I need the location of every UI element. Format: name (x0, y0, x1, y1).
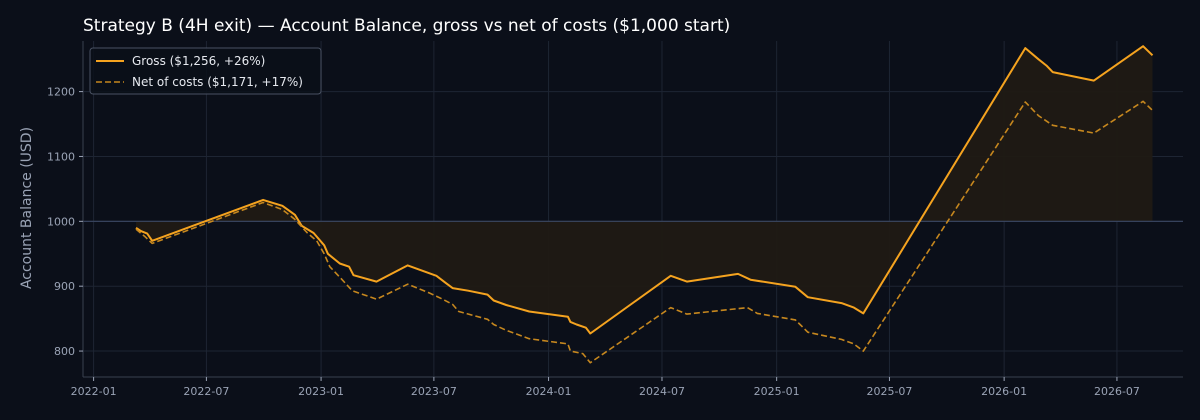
gross-fill-area (135, 46, 1153, 334)
y-tick-label: 1000 (47, 215, 75, 228)
x-tick-label: 2023-01 (298, 385, 344, 398)
x-tick-label: 2022-01 (71, 385, 117, 398)
x-tick-label: 2025-01 (754, 385, 800, 398)
plot-area: 2022-01 2022-07 2023-01 2023-07 2024-01 2024-… (47, 41, 1183, 398)
x-tick-label: 2024-01 (526, 385, 572, 398)
legend-label: Net of costs ($1,171, +17%) (132, 75, 303, 89)
net-series-line (135, 100, 1154, 364)
x-tick-label: 2026-07 (1094, 385, 1140, 398)
legend-box (89, 47, 322, 95)
y-axis-label: Account Balance (USD) (19, 127, 35, 289)
x-tick-label: 2022-07 (183, 385, 229, 398)
x-tick-label: 2024-07 (639, 385, 685, 398)
x-tick-label: 2023-07 (411, 385, 457, 398)
legend: Gross ($1,256, +26%) Net of costs ($1,171… (89, 47, 322, 95)
x-tick-label: 2026-01 (981, 385, 1027, 398)
y-tick-label: 1200 (47, 86, 75, 99)
y-tick-label: 800 (54, 345, 75, 358)
y-tick-label: 1100 (47, 150, 75, 163)
legend-label: Gross ($1,256, +26%) (132, 54, 265, 68)
x-tick-label: 2025-07 (866, 385, 912, 398)
chart-title: Strategy B (4H exit) — Account Balance, … (83, 16, 730, 36)
gross-series-line (135, 45, 1154, 335)
y-tick-label: 900 (54, 280, 75, 293)
